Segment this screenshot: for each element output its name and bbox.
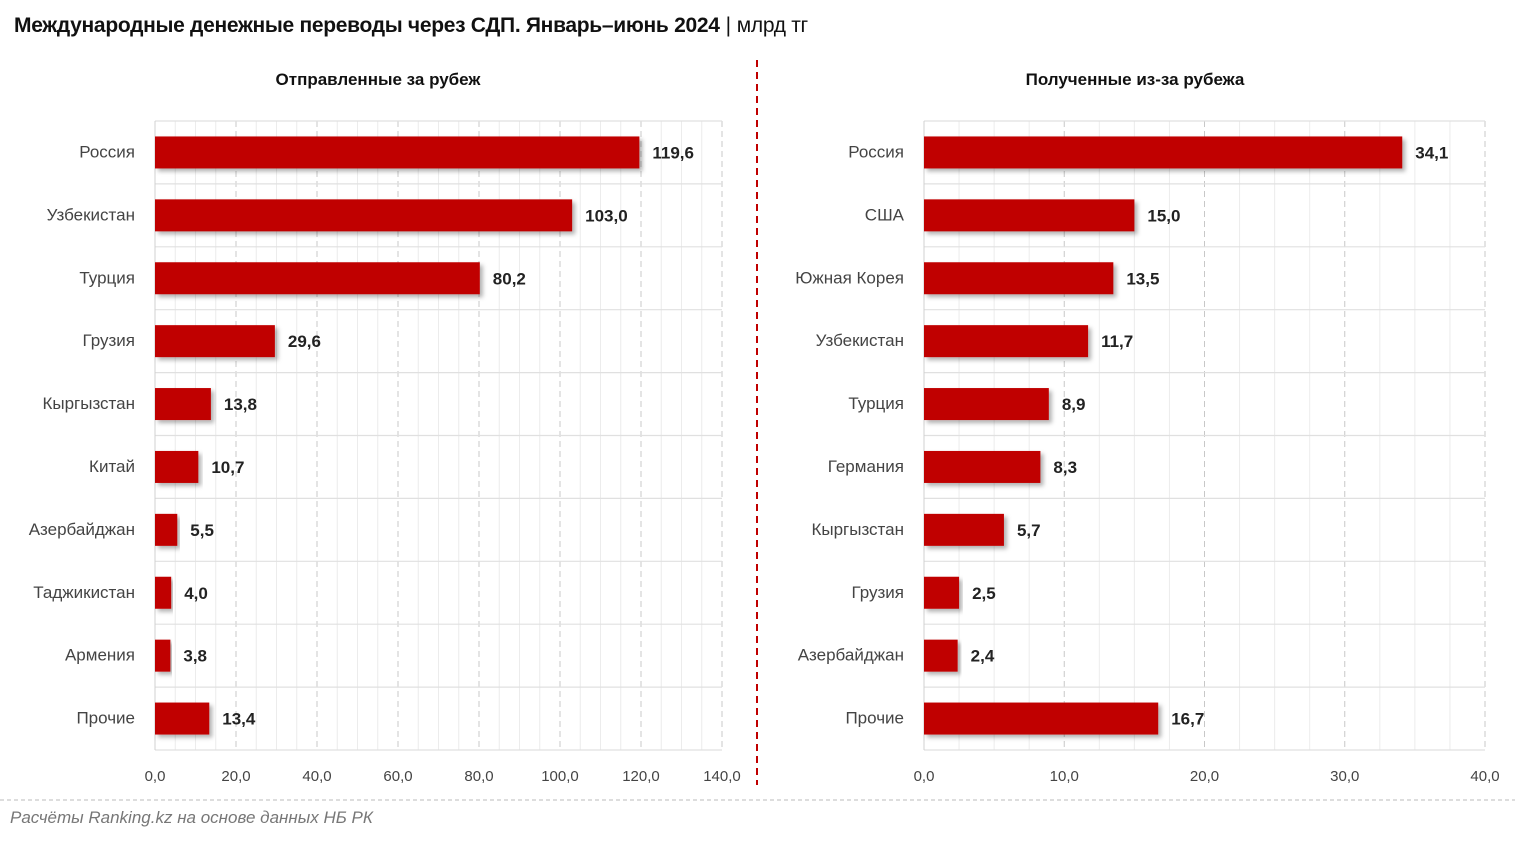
data-label: 13,8 (224, 395, 257, 414)
category-label: Узбекистан (816, 331, 904, 350)
x-tick-label: 0,0 (145, 768, 166, 785)
bar (155, 388, 211, 421)
data-label: 10,7 (211, 458, 244, 477)
title-separator: | (725, 14, 731, 37)
data-label: 8,3 (1053, 458, 1077, 477)
x-tick-label: 80,0 (464, 768, 493, 785)
bar (924, 639, 958, 672)
bar (924, 576, 960, 609)
x-tick-label: 60,0 (383, 768, 412, 785)
category-label: Грузия (82, 331, 135, 350)
data-label: 5,7 (1017, 521, 1041, 540)
bar (924, 325, 1089, 358)
data-label: 16,7 (1171, 710, 1204, 729)
x-tick-label: 20,0 (221, 768, 250, 785)
category-label: Южная Корея (795, 268, 904, 287)
category-label: Таджикистан (33, 583, 135, 602)
bar (155, 450, 199, 483)
bar (155, 639, 171, 672)
data-label: 103,0 (585, 206, 628, 225)
category-label: Прочие (845, 709, 904, 728)
data-label: 4,0 (184, 584, 208, 603)
category-label: Азербайджан (798, 646, 904, 665)
x-tick-label: 100,0 (541, 768, 579, 785)
x-tick-label: 20,0 (1190, 768, 1219, 785)
unit-label: млрд тг (736, 14, 808, 37)
panel-title: Отправленные за рубеж (276, 70, 482, 89)
source-note: Расчёты Ranking.kz на основе данных НБ Р… (10, 808, 373, 827)
data-label: 13,4 (222, 710, 256, 729)
x-tick-label: 40,0 (302, 768, 331, 785)
data-label: 2,5 (972, 584, 996, 603)
category-label: Азербайджан (29, 520, 135, 539)
bar (924, 702, 1159, 735)
data-label: 119,6 (652, 143, 694, 162)
bar (924, 199, 1135, 232)
title-text: Международные денежные переводы через СД… (14, 14, 720, 37)
category-label: Турция (79, 268, 135, 287)
bar (924, 262, 1114, 295)
bar (155, 136, 640, 169)
chart-title: Международные денежные переводы через СД… (14, 14, 808, 38)
category-label: Китай (89, 457, 135, 476)
x-tick-label: 120,0 (622, 768, 660, 785)
category-label: Армения (65, 646, 135, 665)
panel-title: Полученные из-за рубежа (1026, 70, 1245, 89)
bar (924, 513, 1004, 546)
category-label: Кыргызстан (811, 520, 904, 539)
data-label: 2,4 (971, 647, 995, 666)
bar (155, 262, 480, 295)
bar (924, 136, 1403, 169)
category-label: Россия (79, 142, 135, 161)
x-tick-label: 10,0 (1050, 768, 1079, 785)
category-label: Прочие (76, 709, 135, 728)
bar (155, 199, 573, 232)
category-label: США (865, 205, 905, 224)
data-label: 13,5 (1126, 269, 1159, 288)
category-label: Кыргызстан (42, 394, 135, 413)
bar (155, 576, 172, 609)
x-tick-label: 30,0 (1330, 768, 1359, 785)
x-tick-label: 0,0 (914, 768, 935, 785)
data-label: 15,0 (1147, 206, 1180, 225)
category-label: Узбекистан (47, 205, 135, 224)
data-label: 80,2 (493, 269, 526, 288)
data-label: 5,5 (190, 521, 214, 540)
category-label: Турция (848, 394, 904, 413)
data-label: 8,9 (1062, 395, 1086, 414)
category-label: Германия (828, 457, 904, 476)
data-label: 34,1 (1415, 143, 1448, 162)
x-tick-label: 140,0 (703, 768, 741, 785)
bar (924, 388, 1049, 421)
data-label: 11,7 (1101, 332, 1133, 351)
data-label: 29,6 (288, 332, 321, 351)
category-label: Россия (848, 142, 904, 161)
bar (155, 513, 178, 546)
x-tick-label: 40,0 (1470, 768, 1499, 785)
data-label: 3,8 (183, 647, 207, 666)
bar (924, 450, 1041, 483)
bar (155, 325, 275, 358)
bar (155, 702, 210, 735)
category-label: Грузия (851, 583, 904, 602)
